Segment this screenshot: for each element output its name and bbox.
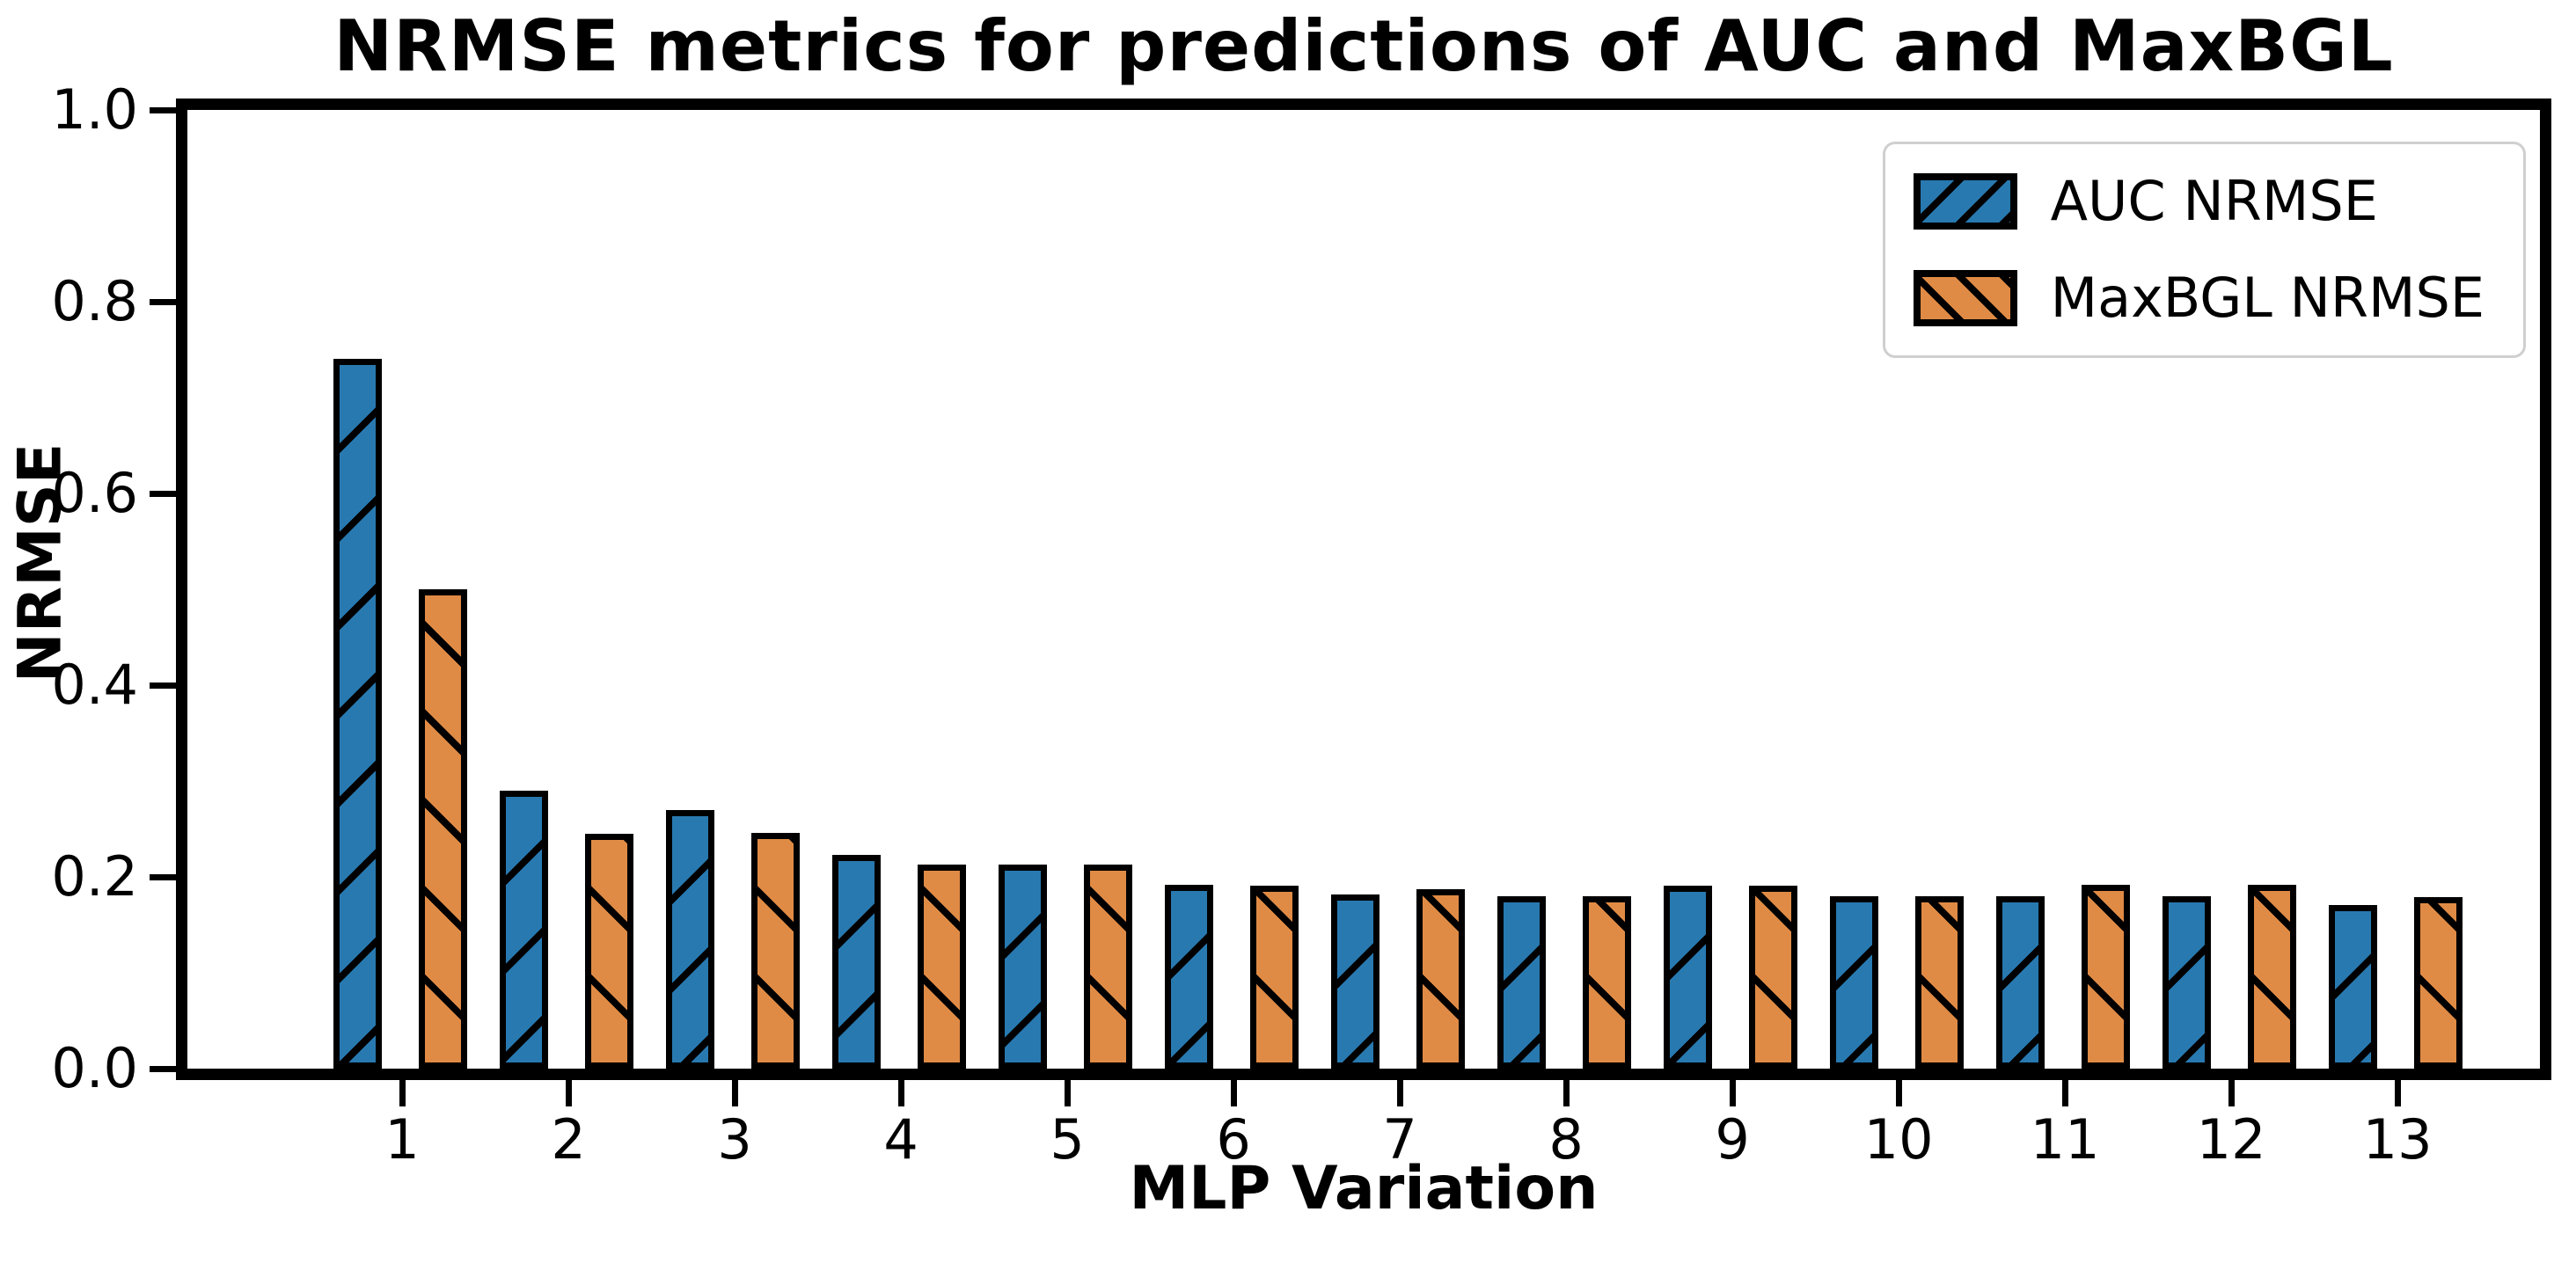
bar-auc-11 [1995,895,2045,1069]
x-tick-label-7: 7 [1382,1107,1417,1172]
x-tick-label-10: 10 [1863,1107,1934,1172]
x-tick-mark-13 [2394,1080,2401,1106]
y-tick-label-0.4: 0.4 [51,653,138,717]
legend-label-maxbgl: MaxBGL NRMSE [2050,266,2485,330]
x-tick-mark-6 [1230,1080,1237,1106]
bar-maxbgl-12 [2247,884,2296,1069]
x-tick-mark-10 [1895,1080,1902,1106]
bar-maxbgl-3 [750,832,800,1069]
auc-swatch-icon [1913,173,2017,230]
x-tick-label-8: 8 [1548,1107,1584,1172]
bar-auc-13 [2328,904,2377,1069]
y-tick-mark-0.4 [150,682,176,689]
x-tick-mark-5 [1064,1080,1071,1106]
x-tick-mark-12 [2228,1080,2235,1106]
maxbgl-swatch-icon [1913,270,2017,326]
bar-auc-1 [333,359,382,1069]
legend-item-maxbgl: MaxBGL NRMSE [1913,266,2485,330]
x-axis-label: MLP Variation [1129,1154,1599,1223]
x-tick-label-5: 5 [1050,1107,1085,1172]
y-tick-mark-0.8 [150,298,176,305]
bar-maxbgl-10 [1914,895,1964,1069]
bar-maxbgl-4 [917,864,966,1069]
bar-maxbgl-1 [418,589,467,1069]
x-tick-label-6: 6 [1216,1107,1251,1172]
bar-auc-9 [1663,885,1712,1069]
y-tick-mark-0.0 [150,1065,176,1072]
x-tick-label-4: 4 [883,1107,918,1172]
bar-auc-7 [1330,894,1379,1069]
bar-maxbgl-2 [584,833,633,1069]
bar-auc-6 [1164,884,1213,1069]
x-tick-mark-9 [1729,1080,1736,1106]
bar-maxbgl-6 [1249,885,1299,1069]
bar-maxbgl-11 [2081,884,2130,1069]
bar-maxbgl-13 [2413,896,2463,1069]
bar-maxbgl-7 [1416,889,1465,1069]
bar-auc-4 [831,854,881,1069]
x-tick-label-13: 13 [2362,1107,2433,1172]
y-tick-label-0.0: 0.0 [51,1036,138,1100]
y-tick-label-0.8: 0.8 [51,269,138,333]
x-tick-mark-11 [2061,1080,2068,1106]
y-tick-mark-1.0 [150,106,176,113]
x-tick-label-2: 2 [551,1107,586,1172]
x-tick-label-1: 1 [384,1107,420,1172]
plot-area: AUC NRMSE MaxBGL NRMSE 0.0 0.2 0.4 0.6 0.8 1.… [51,77,2551,1171]
x-tick-mark-2 [565,1080,572,1106]
legend-item-auc: AUC NRMSE [1913,169,2485,233]
x-tick-mark-7 [1396,1080,1403,1106]
bar-maxbgl-5 [1083,864,1132,1069]
x-tick-mark-4 [897,1080,904,1106]
bar-auc-8 [1497,895,1546,1069]
x-tick-label-12: 12 [2196,1107,2266,1172]
x-tick-label-3: 3 [717,1107,752,1172]
chart-title: NRMSE metrics for predictions of AUC and… [333,5,2394,87]
x-tick-mark-8 [1562,1080,1570,1106]
y-tick-mark-0.2 [150,873,176,880]
legend-label-auc: AUC NRMSE [2050,169,2378,233]
legend: AUC NRMSE MaxBGL NRMSE [1882,142,2526,358]
x-tick-mark-3 [731,1080,738,1106]
bar-maxbgl-9 [1748,885,1797,1069]
y-tick-mark-0.6 [150,490,176,497]
bar-auc-2 [499,790,548,1069]
bar-auc-3 [665,809,714,1069]
y-tick-label-0.6: 0.6 [51,461,138,525]
x-tick-mark-1 [399,1080,406,1106]
bar-auc-10 [1829,895,1878,1069]
bar-maxbgl-8 [1582,895,1631,1069]
bar-auc-12 [2162,895,2211,1069]
y-tick-label-1.0: 1.0 [51,77,138,142]
x-tick-label-11: 11 [2030,1107,2100,1172]
y-tick-label-0.2: 0.2 [51,844,138,909]
x-tick-label-9: 9 [1715,1107,1750,1172]
bar-auc-5 [998,864,1047,1069]
